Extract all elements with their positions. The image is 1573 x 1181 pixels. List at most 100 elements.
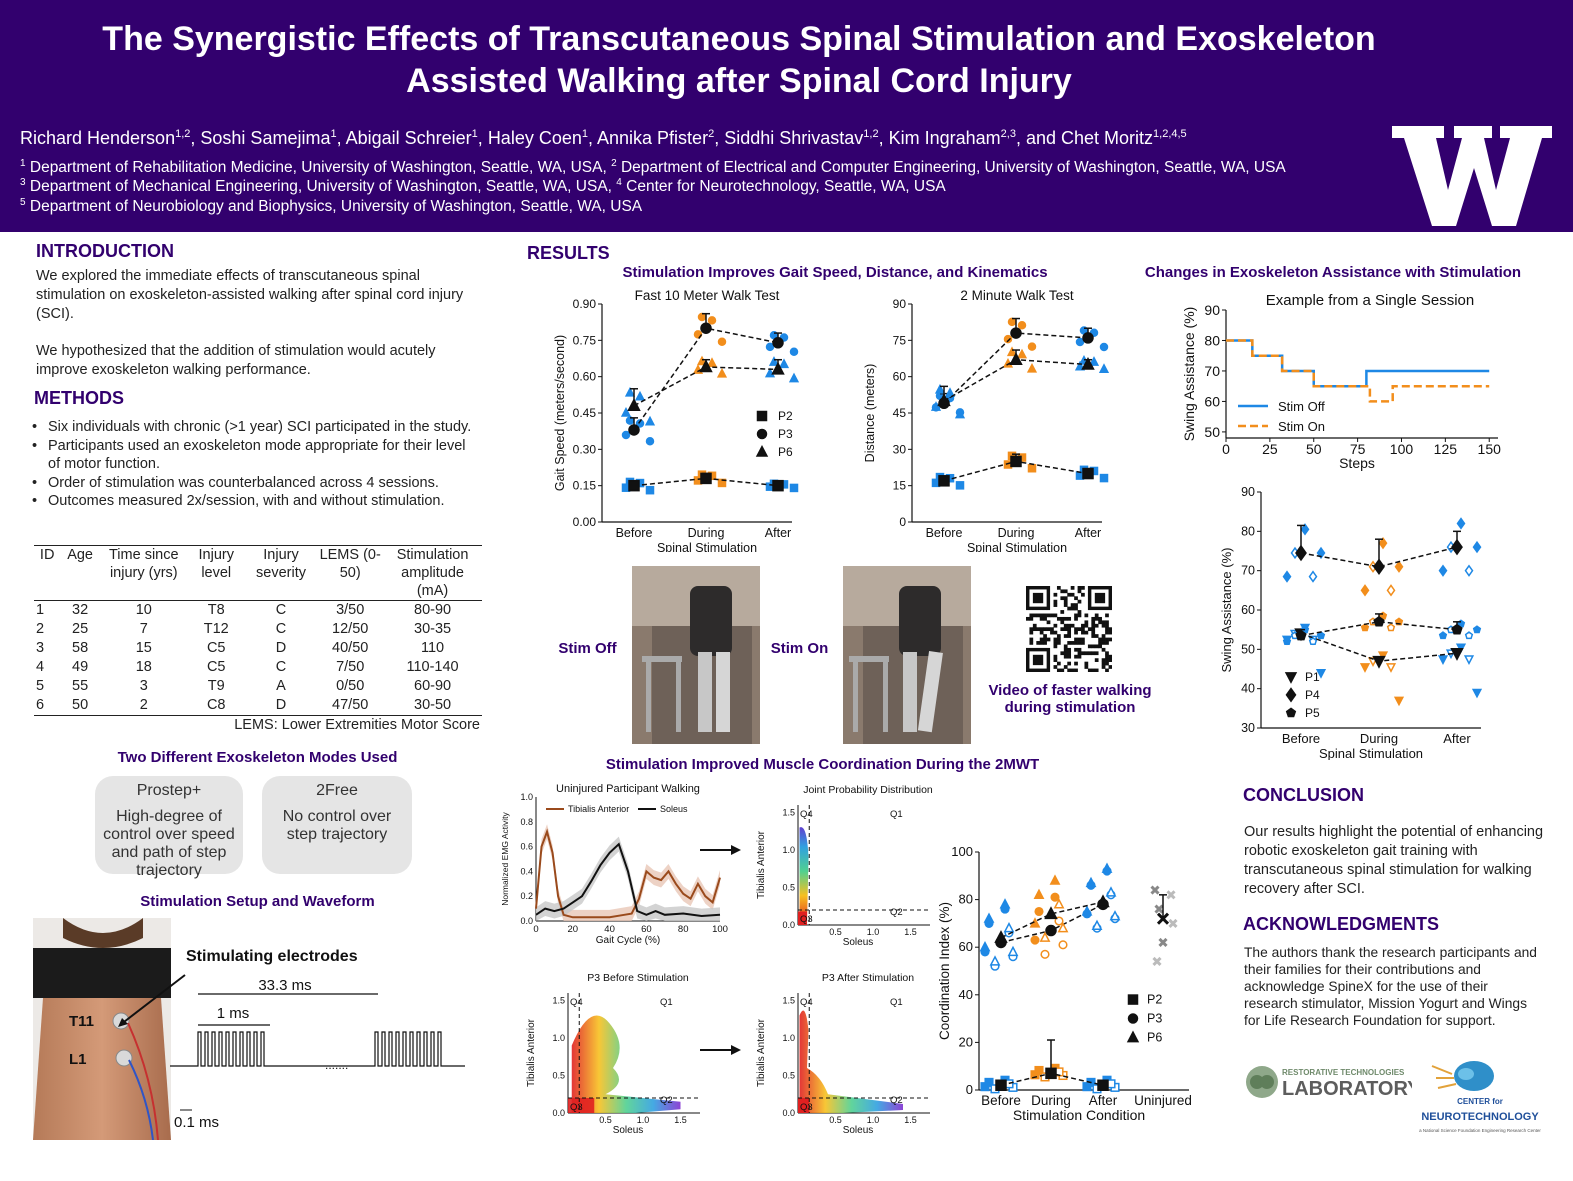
qr-module (1063, 634, 1068, 638)
y-tick-label: 20 (959, 1034, 973, 1049)
back-photo: T11 L1 (33, 918, 171, 1140)
affiliation-line-2: 3 Department of Mechanical Engineering, … (20, 177, 946, 196)
qr-module (1077, 651, 1082, 656)
x-tick-label: Before (981, 1093, 1021, 1108)
qr-module (1091, 616, 1096, 621)
mean-marker (627, 398, 641, 411)
qr-module (1091, 627, 1096, 632)
qr-module (1094, 658, 1099, 662)
qr-module (1070, 603, 1075, 607)
qr-module (1098, 616, 1102, 621)
qr-module (1032, 613, 1037, 618)
data-point (1360, 623, 1370, 632)
qr-finder (1094, 592, 1106, 604)
quadrant-label: Q3 (800, 1102, 813, 1113)
qr-module (1094, 651, 1099, 656)
waveform-diagram: 33.3 ms 1 ms ....... 0.1 ms (118, 974, 465, 1131)
qr-module (1067, 641, 1072, 645)
qr-module (1081, 641, 1085, 645)
qr-module (1105, 658, 1109, 662)
qr-module (1070, 623, 1075, 628)
mean-marker (937, 393, 951, 407)
chart-title: P3 After Stimulation (822, 972, 914, 984)
poster-title: The Synergistic Effects of Transcutaneou… (0, 18, 1478, 102)
y-tick-label: 90 (893, 297, 907, 311)
qr-module (1067, 668, 1072, 672)
data-point (1057, 921, 1069, 933)
data-point (1034, 906, 1044, 917)
qr-code[interactable] (1026, 586, 1112, 672)
y-tick-label: 80 (959, 892, 973, 907)
qr-module (1108, 665, 1112, 669)
qr-module (1039, 637, 1044, 642)
author-affiliation-mark: 1,2 (175, 128, 191, 140)
methods-bullet: Six individuals with chronic (>1 year) S… (30, 418, 480, 437)
col-header: Stimulation amplitude (mA) (383, 545, 482, 601)
data-point (1316, 546, 1326, 560)
qr-module (1077, 610, 1082, 614)
qr-module (1105, 627, 1109, 632)
uw-logo (1392, 126, 1552, 226)
mode-card-2free: 2Free No control over step trajectory (262, 776, 412, 874)
x-tick-label: 100 (1390, 441, 1414, 457)
legend-label: P3 (778, 427, 793, 441)
qr-module (1087, 644, 1092, 649)
legend-marker (1285, 687, 1297, 703)
qr-module (1063, 589, 1068, 594)
pulse-label: 0.1 ms (174, 1114, 219, 1131)
mode-description: No control over step trajectory (282, 808, 392, 843)
y-tick-label: 0.30 (573, 442, 597, 456)
qr-module (1084, 661, 1089, 666)
y-tick-label: 80 (1204, 332, 1220, 348)
cnt-big-text: NEUROTECHNOLOGY (1421, 1111, 1539, 1123)
quadrant-label: Q1 (890, 997, 903, 1008)
electrodes-label: Stimulating electrodes (186, 948, 358, 965)
table-cell: 12/50 (332, 621, 369, 637)
data-point (1033, 888, 1045, 900)
data-point (1075, 337, 1085, 347)
legend-label: Stim On (1278, 419, 1325, 434)
x-tick-label: Before (1282, 731, 1320, 746)
data-point (1050, 892, 1060, 902)
data-point (1394, 560, 1404, 573)
series-line (1226, 339, 1490, 403)
qr-module (1046, 637, 1051, 642)
mode-name: Prostep+ (136, 782, 202, 799)
y-tick-label: 30 (893, 442, 907, 456)
qr-module (1077, 589, 1082, 594)
qr-module (1094, 623, 1099, 628)
p3-before-distribution: P3 Before Stimulation Q4 Q1 Q3 Q2 0.0 0.5 0.5 1.… (526, 972, 700, 1136)
qr-module (1081, 627, 1085, 632)
qr-module (1074, 630, 1078, 635)
data-point (1316, 631, 1326, 640)
period-label: 33.3 ms (258, 977, 311, 994)
data-point (930, 401, 942, 411)
qr-module (1063, 665, 1068, 669)
author-affiliation-mark: 2,3 (1000, 128, 1016, 140)
x-tick-label: After (765, 526, 791, 540)
x-axis-label: Steps (1339, 455, 1375, 471)
table-footnote: LEMS: Lower Extremities Motor Score (234, 717, 480, 733)
rtl-logo: RESTORATIVE TECHNOLOGIES LABORATORY (1246, 1066, 1412, 1100)
chart-10m-walk: Fast 10 Meter Walk Test 0.00 0.15 0.30 0.45 0… (553, 288, 800, 552)
data-point (1456, 517, 1466, 530)
data-point (1282, 570, 1292, 583)
x-tick-label: After (1089, 1093, 1118, 1108)
x-tick-label: 25 (1262, 441, 1278, 457)
author-name: Soshi Samejima (200, 128, 331, 148)
qr-module (1067, 661, 1072, 666)
data-point (621, 430, 631, 440)
data-point (1091, 919, 1103, 930)
data-point (983, 912, 995, 923)
qr-module (1091, 630, 1096, 635)
qr-module (1074, 647, 1078, 652)
qr-module (1056, 661, 1061, 666)
y-tick-label: 0.15 (573, 479, 597, 493)
qr-module (1053, 658, 1058, 662)
legend-marker (1127, 1013, 1139, 1024)
author-name: Richard Henderson (20, 128, 176, 148)
table-cell: 7 (139, 621, 148, 637)
table-cell: 32 (72, 602, 89, 618)
table-cell: 110 (421, 640, 445, 656)
joint-probability-distribution: Joint Probability Distribution Q4 Q1 Q3 Q2 0.… (756, 784, 933, 948)
